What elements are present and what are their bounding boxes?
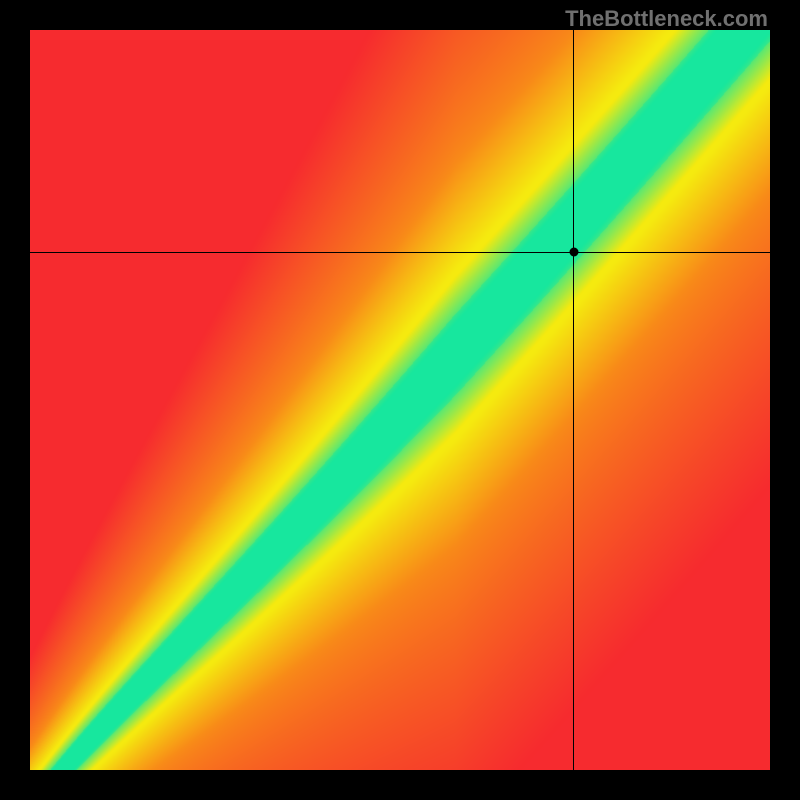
heatmap-canvas bbox=[30, 30, 770, 770]
watermark-text: TheBottleneck.com bbox=[565, 6, 768, 32]
crosshair-vertical bbox=[573, 30, 574, 770]
heatmap-plot-area bbox=[30, 30, 770, 770]
chart-container: TheBottleneck.com bbox=[0, 0, 800, 800]
crosshair-marker bbox=[569, 248, 578, 257]
crosshair-horizontal bbox=[30, 252, 770, 253]
